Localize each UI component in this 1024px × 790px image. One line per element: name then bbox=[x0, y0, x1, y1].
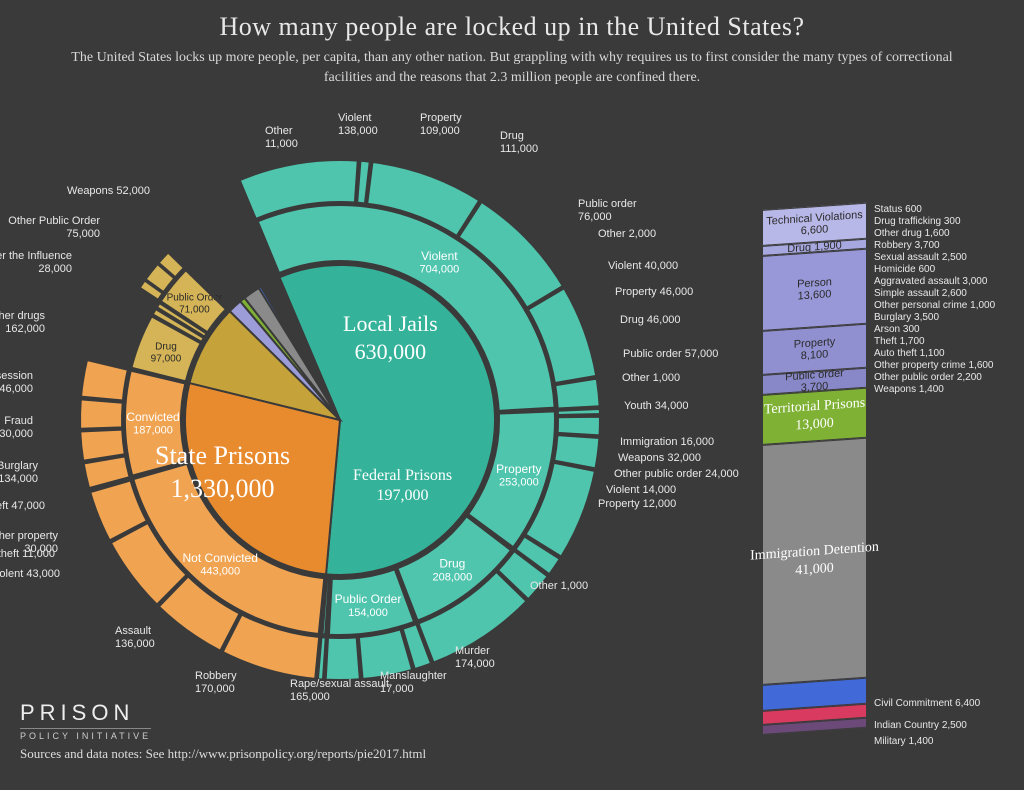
svg-text:71,000: 71,000 bbox=[179, 304, 210, 315]
outer-label: Property 12,000 bbox=[598, 498, 676, 511]
logo-line2: POLICY INITIATIVE bbox=[20, 728, 151, 741]
outer-label: Property109,000 bbox=[420, 112, 462, 137]
bar-segment: Immigration Detention41,000 bbox=[762, 438, 867, 685]
outer-label: Immigration 16,000 bbox=[620, 436, 714, 449]
outer-label: Other drugs162,000 bbox=[0, 310, 45, 335]
side-label: Arson 300 bbox=[874, 324, 920, 335]
svg-text:Drug: Drug bbox=[439, 557, 465, 571]
outer-label: Other 1,000 bbox=[530, 580, 588, 593]
outer-label: Other Public Order75,000 bbox=[8, 215, 100, 240]
side-label: Simple assault 2,600 bbox=[874, 288, 967, 299]
svg-text:187,000: 187,000 bbox=[133, 425, 173, 437]
outer-label: Robbery170,000 bbox=[195, 670, 237, 695]
outer-label: Weapons 52,000 bbox=[67, 185, 150, 198]
side-label: Other public order 2,200 bbox=[874, 372, 982, 383]
outer-label: Youth 34,000 bbox=[624, 400, 688, 413]
outer-label: Other 1,000 bbox=[622, 372, 680, 385]
outer-label: Other violent 43,000 bbox=[0, 568, 60, 581]
page-title: How many people are locked up in the Uni… bbox=[0, 0, 1024, 42]
outer-label: Manslaughter17,000 bbox=[380, 670, 447, 695]
outer-label: Burglary134,000 bbox=[0, 460, 38, 485]
side-label: Burglary 3,500 bbox=[874, 312, 939, 323]
svg-text:208,000: 208,000 bbox=[432, 571, 472, 583]
svg-text:Not Convicted: Not Convicted bbox=[183, 551, 258, 565]
federal-prisons-label: Federal Prisons 197,000 bbox=[353, 466, 452, 506]
side-label: Other property crime 1,600 bbox=[874, 360, 994, 371]
side-label: Drug trafficking 300 bbox=[874, 216, 961, 227]
sources-text: Sources and data notes: See http://www.p… bbox=[20, 746, 1004, 762]
svg-text:Convicted: Convicted bbox=[126, 410, 179, 424]
bar-segment: Person13,600 bbox=[762, 249, 867, 331]
outer-label: Theft 47,000 bbox=[0, 500, 45, 513]
outer-label: Drug111,000 bbox=[500, 130, 538, 155]
outer-label: Public order 57,000 bbox=[623, 348, 718, 361]
outer-label: Violent 14,000 bbox=[606, 484, 676, 497]
outer-label: Drug possession46,000 bbox=[0, 370, 33, 395]
side-label: Homicide 600 bbox=[874, 264, 935, 275]
side-label: Aggravated assault 3,000 bbox=[874, 276, 987, 287]
outer-label: Driving Under the Influence28,000 bbox=[0, 250, 72, 275]
outer-label: Assault136,000 bbox=[115, 625, 155, 650]
outer-label: Violent 40,000 bbox=[608, 260, 678, 273]
bar-segment: Property8,100 bbox=[762, 323, 867, 375]
side-label: Auto theft 1,100 bbox=[874, 348, 945, 359]
outer-label: Drug 46,000 bbox=[620, 314, 681, 327]
svg-text:704,000: 704,000 bbox=[419, 263, 459, 275]
side-label: Weapons 1,400 bbox=[874, 384, 944, 395]
side-label: Robbery 3,700 bbox=[874, 240, 940, 251]
svg-text:Property: Property bbox=[496, 462, 541, 476]
footer: PRISON POLICY INITIATIVE Sources and dat… bbox=[20, 700, 1004, 762]
svg-text:Violent: Violent bbox=[421, 249, 458, 263]
outer-label: Other property30,000 bbox=[0, 530, 58, 555]
svg-text:Public Order: Public Order bbox=[335, 592, 402, 606]
outer-label: Fraud30,000 bbox=[0, 415, 33, 440]
side-label: Other personal crime 1,000 bbox=[874, 300, 995, 311]
outer-label: Weapons 32,000 bbox=[618, 452, 701, 465]
pie-chart: Violent704,000Property253,000Drug208,000… bbox=[60, 140, 620, 700]
side-label: Sexual assault 2,500 bbox=[874, 252, 967, 263]
side-label: Other drug 1,600 bbox=[874, 228, 950, 239]
outer-label: Property 46,000 bbox=[615, 286, 693, 299]
page-subtitle: The United States locks up more people, … bbox=[0, 42, 1024, 87]
outer-label: Other 2,000 bbox=[598, 228, 656, 241]
side-label: Theft 1,700 bbox=[874, 336, 925, 347]
svg-text:253,000: 253,000 bbox=[499, 477, 539, 489]
outer-label: Other public order 24,000 bbox=[614, 468, 739, 481]
outer-label: Other11,000 bbox=[265, 125, 298, 150]
bar-segment: Territorial Prisons13,000 bbox=[762, 388, 867, 445]
local-jails-label: Local Jails 630,000 bbox=[343, 310, 438, 365]
svg-text:443,000: 443,000 bbox=[200, 565, 240, 577]
svg-text:154,000: 154,000 bbox=[348, 607, 388, 619]
logo-line1: PRISON bbox=[20, 700, 1004, 726]
outer-label: Violent138,000 bbox=[338, 112, 378, 137]
chart-area: Violent704,000Property253,000Drug208,000… bbox=[0, 100, 1024, 720]
svg-text:Drug: Drug bbox=[155, 341, 177, 352]
svg-text:97,000: 97,000 bbox=[151, 353, 182, 364]
outer-label: Public order76,000 bbox=[578, 198, 637, 223]
state-prisons-label: State Prisons 1,330,000 bbox=[155, 440, 290, 505]
outer-label: Murder174,000 bbox=[455, 645, 495, 670]
side-label: Status 600 bbox=[874, 204, 922, 215]
